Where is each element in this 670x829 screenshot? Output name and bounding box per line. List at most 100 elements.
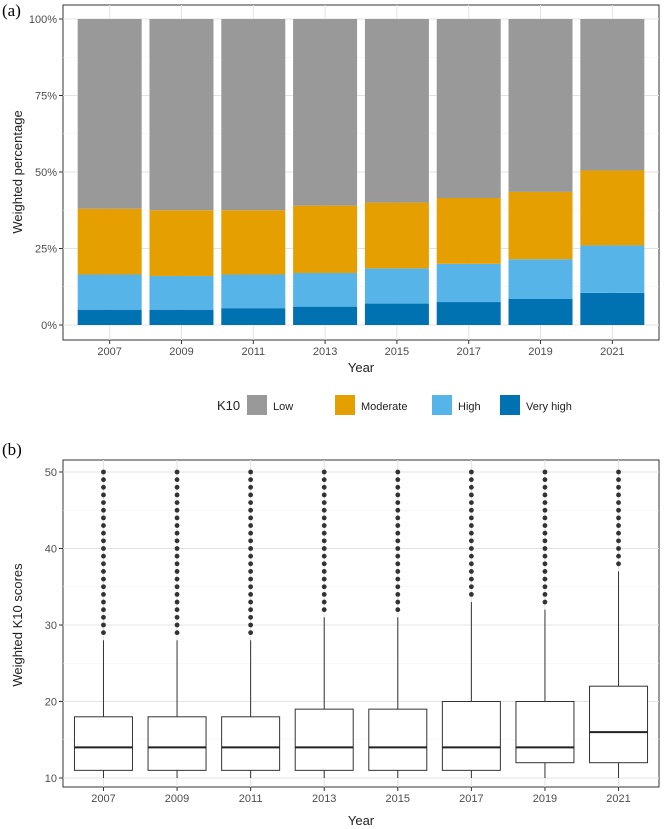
bar-moderate-2019 bbox=[508, 191, 573, 260]
outlier-point bbox=[321, 492, 327, 498]
outlier-point bbox=[248, 569, 254, 574]
panel-b-x-tick-label: 2007 bbox=[91, 793, 115, 805]
outlier-point bbox=[542, 576, 548, 582]
panel-b-y-tick-label: 20 bbox=[45, 697, 57, 709]
outlier-point bbox=[174, 569, 180, 574]
outlier-point bbox=[395, 599, 401, 605]
boxplot-2021 bbox=[589, 469, 649, 778]
panel-a-bars bbox=[77, 19, 645, 325]
legend-swatch-moderate bbox=[335, 395, 355, 415]
iqr-box bbox=[441, 701, 501, 771]
panel-b-y-tick-label: 10 bbox=[45, 773, 57, 785]
bar-moderate-2013 bbox=[293, 205, 358, 273]
outlier-point bbox=[616, 538, 621, 544]
outlier-point bbox=[101, 500, 106, 505]
panel-b-x-tick-label: 2019 bbox=[533, 793, 557, 805]
outlier-point bbox=[248, 576, 254, 582]
outlier-point bbox=[101, 630, 106, 636]
bar-very-high-2017 bbox=[436, 302, 501, 325]
outlier-point bbox=[468, 530, 474, 536]
outlier-point bbox=[101, 515, 106, 521]
boxplot-2017 bbox=[441, 469, 501, 778]
outlier-point bbox=[616, 561, 621, 567]
outlier-point bbox=[542, 546, 548, 551]
outlier-point bbox=[616, 546, 621, 551]
outlier-point bbox=[174, 622, 180, 628]
bar-moderate-2011 bbox=[221, 210, 286, 275]
outlier-point bbox=[468, 553, 474, 559]
bar-high-2011 bbox=[221, 274, 286, 309]
outlier-point bbox=[616, 523, 621, 528]
outlier-point bbox=[101, 569, 106, 574]
outlier-point bbox=[321, 484, 327, 490]
bar-very-high-2015 bbox=[364, 303, 429, 325]
legend-title: K10 bbox=[217, 398, 240, 413]
bar-high-2019 bbox=[508, 259, 573, 299]
bar-high-2021 bbox=[580, 245, 645, 293]
panel-a-x-tick-label: 2009 bbox=[169, 346, 193, 358]
panel-a-x-ticks: 2007 2009 2011 2013 2015 2017 2019 2021 bbox=[97, 340, 625, 358]
bar-low-2013 bbox=[293, 19, 358, 206]
outlier-point bbox=[174, 515, 180, 521]
outlier-point bbox=[321, 546, 327, 551]
boxplot-2009 bbox=[147, 469, 207, 778]
bar-low-2011 bbox=[221, 19, 286, 211]
outlier-point bbox=[174, 477, 180, 483]
outlier-point bbox=[174, 561, 180, 567]
iqr-box bbox=[368, 708, 428, 771]
outlier-point bbox=[395, 584, 401, 590]
outlier-point bbox=[248, 607, 254, 613]
outlier-point bbox=[468, 569, 474, 574]
outlier-point bbox=[248, 530, 254, 536]
outlier-point bbox=[248, 500, 254, 505]
panel-b-x-ticks: 2007 2009 2011 2013 2015 2017 2019 2021 bbox=[91, 787, 631, 805]
outlier-point bbox=[542, 599, 548, 605]
outlier-point bbox=[101, 584, 106, 590]
panel-a-x-tick-label: 2015 bbox=[385, 346, 409, 358]
outlier-point bbox=[468, 592, 474, 597]
outlier-point bbox=[321, 530, 327, 536]
iqr-box bbox=[589, 685, 649, 764]
outlier-point bbox=[101, 492, 106, 498]
outlier-point bbox=[101, 576, 106, 582]
outlier-point bbox=[174, 523, 180, 528]
outlier-point bbox=[542, 592, 548, 597]
bar-low-2017 bbox=[436, 19, 501, 199]
outlier-point bbox=[321, 507, 327, 513]
outlier-point bbox=[174, 599, 180, 605]
legend-label-moderate: Moderate bbox=[361, 401, 407, 413]
panel-a-y-tick-label: 50% bbox=[35, 167, 57, 179]
outlier-point bbox=[542, 569, 548, 574]
outlier-point bbox=[395, 576, 401, 582]
panel-a-legend: K10 Low Moderate High Very high bbox=[217, 395, 572, 415]
outlier-point bbox=[616, 469, 621, 475]
outlier-point bbox=[321, 561, 327, 567]
outlier-point bbox=[395, 538, 401, 544]
iqr-box bbox=[73, 716, 133, 771]
bar-high-2009 bbox=[149, 276, 214, 310]
outlier-point bbox=[174, 507, 180, 513]
outlier-point bbox=[248, 584, 254, 590]
bar-very-high-2013 bbox=[293, 306, 358, 325]
outlier-point bbox=[101, 561, 106, 567]
outlier-point bbox=[468, 576, 474, 582]
boxplot-2007 bbox=[73, 469, 133, 778]
outlier-point bbox=[174, 538, 180, 544]
outlier-point bbox=[468, 561, 474, 567]
outlier-point bbox=[468, 492, 474, 498]
outlier-point bbox=[616, 500, 621, 505]
outlier-point bbox=[616, 492, 621, 498]
outlier-point bbox=[542, 561, 548, 567]
bar-moderate-2015 bbox=[364, 202, 429, 269]
bar-moderate-2009 bbox=[149, 210, 214, 277]
panel-a-stacked-bar-chart: 0% 25% 50% 75% 100% 2007 2009 2011 2013 2015 2017… bbox=[10, 4, 660, 415]
bar-moderate-2007 bbox=[77, 208, 142, 275]
outlier-point bbox=[542, 523, 548, 528]
outlier-point bbox=[468, 546, 474, 551]
panel-a-y-tick-label: 75% bbox=[35, 91, 57, 103]
outlier-point bbox=[174, 576, 180, 582]
outlier-point bbox=[101, 546, 106, 551]
outlier-point bbox=[174, 630, 180, 636]
iqr-box bbox=[294, 708, 354, 771]
